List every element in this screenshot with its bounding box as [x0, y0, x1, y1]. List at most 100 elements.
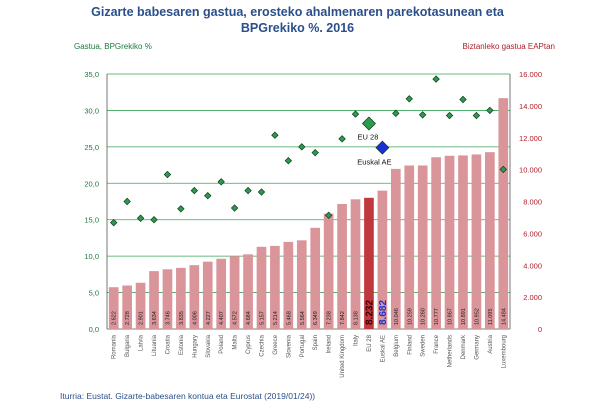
chart-title: Gizarte babesaren gastua, erosteko ahalm… [0, 4, 595, 36]
bar-value-label: 3.634 [152, 311, 158, 325]
chart-title-line-1: Gizarte babesaren gastua, erosteko ahalm… [91, 5, 504, 19]
bar [485, 152, 495, 329]
bar-value-label: 10.891 [461, 308, 467, 325]
bar-value-label: 10.046 [394, 308, 400, 325]
category-label: EU 28 [367, 334, 373, 351]
data-point-diamond [257, 188, 266, 196]
chart-title-line-2: BPGrekiko %. 2016 [240, 21, 355, 35]
category-label: Greece [273, 334, 279, 354]
bar [229, 256, 240, 329]
bar [471, 154, 482, 329]
bar [283, 241, 294, 329]
data-point-diamond [361, 116, 376, 131]
bar-value-label: 5.157 [259, 311, 265, 325]
bar-value-label: 11.095 [488, 309, 494, 325]
bar-value-label: 4.572 [233, 311, 239, 325]
data-point-diamond [163, 170, 172, 179]
category-label: Ireland [327, 335, 333, 353]
data-point-diamond [136, 214, 145, 222]
bar [243, 254, 253, 329]
data-point-diamond [177, 205, 185, 213]
data-point-diamond [445, 111, 454, 120]
bar [216, 258, 227, 329]
bar-value-label: 6.349 [313, 311, 319, 325]
data-point-diamond [418, 111, 427, 119]
category-label: Slovakia [206, 334, 212, 357]
right-axis-tick-label: 12.000 [519, 134, 542, 143]
annotation-label: EU 28 [358, 133, 379, 142]
right-axis-tick-label: 14.000 [519, 102, 542, 111]
bar [350, 199, 361, 329]
category-label: Sweden [421, 335, 427, 357]
data-point-diamond [110, 218, 118, 227]
bar-value-label: 8.232 [364, 300, 375, 325]
bar-value-label: 3.746 [165, 311, 171, 325]
source-note: Iturria: Eustat. Gizarte-babesaren kontu… [60, 391, 316, 401]
category-label: Poland [219, 335, 225, 354]
bar [498, 98, 509, 329]
left-axis-tick-label: 25,0 [84, 143, 99, 152]
bar [189, 265, 200, 329]
bar [323, 213, 334, 329]
category-label: Latvia [139, 334, 145, 351]
bar [122, 285, 132, 329]
bar [444, 155, 455, 329]
right-axis-tick-label: 10.000 [519, 166, 542, 175]
bar [310, 227, 321, 329]
bar-value-label: 8.138 [354, 311, 360, 325]
bar [202, 261, 213, 329]
category-label: Denmark [461, 334, 467, 359]
bar [108, 287, 119, 329]
right-axis-tick-label: 6.000 [523, 229, 542, 238]
category-label: Hungary [192, 335, 198, 358]
bar [404, 165, 415, 329]
bar-value-label: 4.227 [206, 311, 212, 325]
left-axis-tick-label: 15,0 [84, 216, 99, 225]
category-label: Estonia [179, 334, 185, 355]
data-point-diamond [375, 140, 390, 155]
data-point-diamond [459, 95, 467, 104]
category-label: Bulgaria [125, 334, 131, 357]
category-label: Portugal [300, 335, 306, 357]
category-label: Spain [313, 335, 319, 350]
bar-value-label: 3.835 [179, 311, 185, 325]
bar [431, 157, 441, 329]
data-point-diamond [499, 165, 507, 174]
bar-value-label: 10.777 [434, 308, 440, 325]
left-axis-title: Gastua, BPGrekiko % [74, 42, 152, 51]
bar [377, 190, 388, 329]
bar-value-label: 4.407 [219, 311, 225, 325]
bar [337, 204, 347, 329]
category-label: Euskal AE [380, 335, 386, 362]
right-axis-title: Biztanleko gastua EAPtan [462, 42, 555, 51]
right-axis-tick-label: 2.000 [523, 293, 542, 302]
category-label: Germany [474, 335, 480, 360]
data-point-diamond [351, 110, 360, 118]
category-label: Belgium [394, 335, 400, 357]
bar-value-label: 2.622 [112, 311, 118, 325]
bar [296, 240, 307, 329]
data-point-diamond [311, 148, 319, 157]
bar-value-label: 4.006 [192, 311, 198, 325]
category-label: Luxembourg [501, 335, 507, 368]
right-axis-tick-label: 16.000 [519, 70, 542, 79]
bar-value-label: 5.468 [286, 311, 292, 325]
bar [417, 165, 428, 329]
data-point-diamond [123, 197, 131, 206]
bar [176, 267, 186, 329]
data-point-diamond [298, 143, 306, 151]
category-label: Romania [112, 334, 118, 359]
right-axis-tick-label: 4.000 [523, 261, 542, 270]
left-axis-tick-label: 5,0 [89, 289, 99, 298]
category-label: Austria [488, 334, 494, 353]
bar-value-label: 7.842 [340, 311, 346, 325]
data-point-diamond [204, 191, 212, 200]
bar [162, 269, 173, 329]
category-label: Lituania [152, 334, 158, 356]
bar-value-label: 10.867 [448, 308, 454, 325]
category-label: Finland [407, 335, 413, 355]
category-label: Malta [233, 334, 239, 349]
data-point-diamond [392, 109, 400, 118]
left-axis-tick-label: 35,0 [84, 70, 99, 79]
